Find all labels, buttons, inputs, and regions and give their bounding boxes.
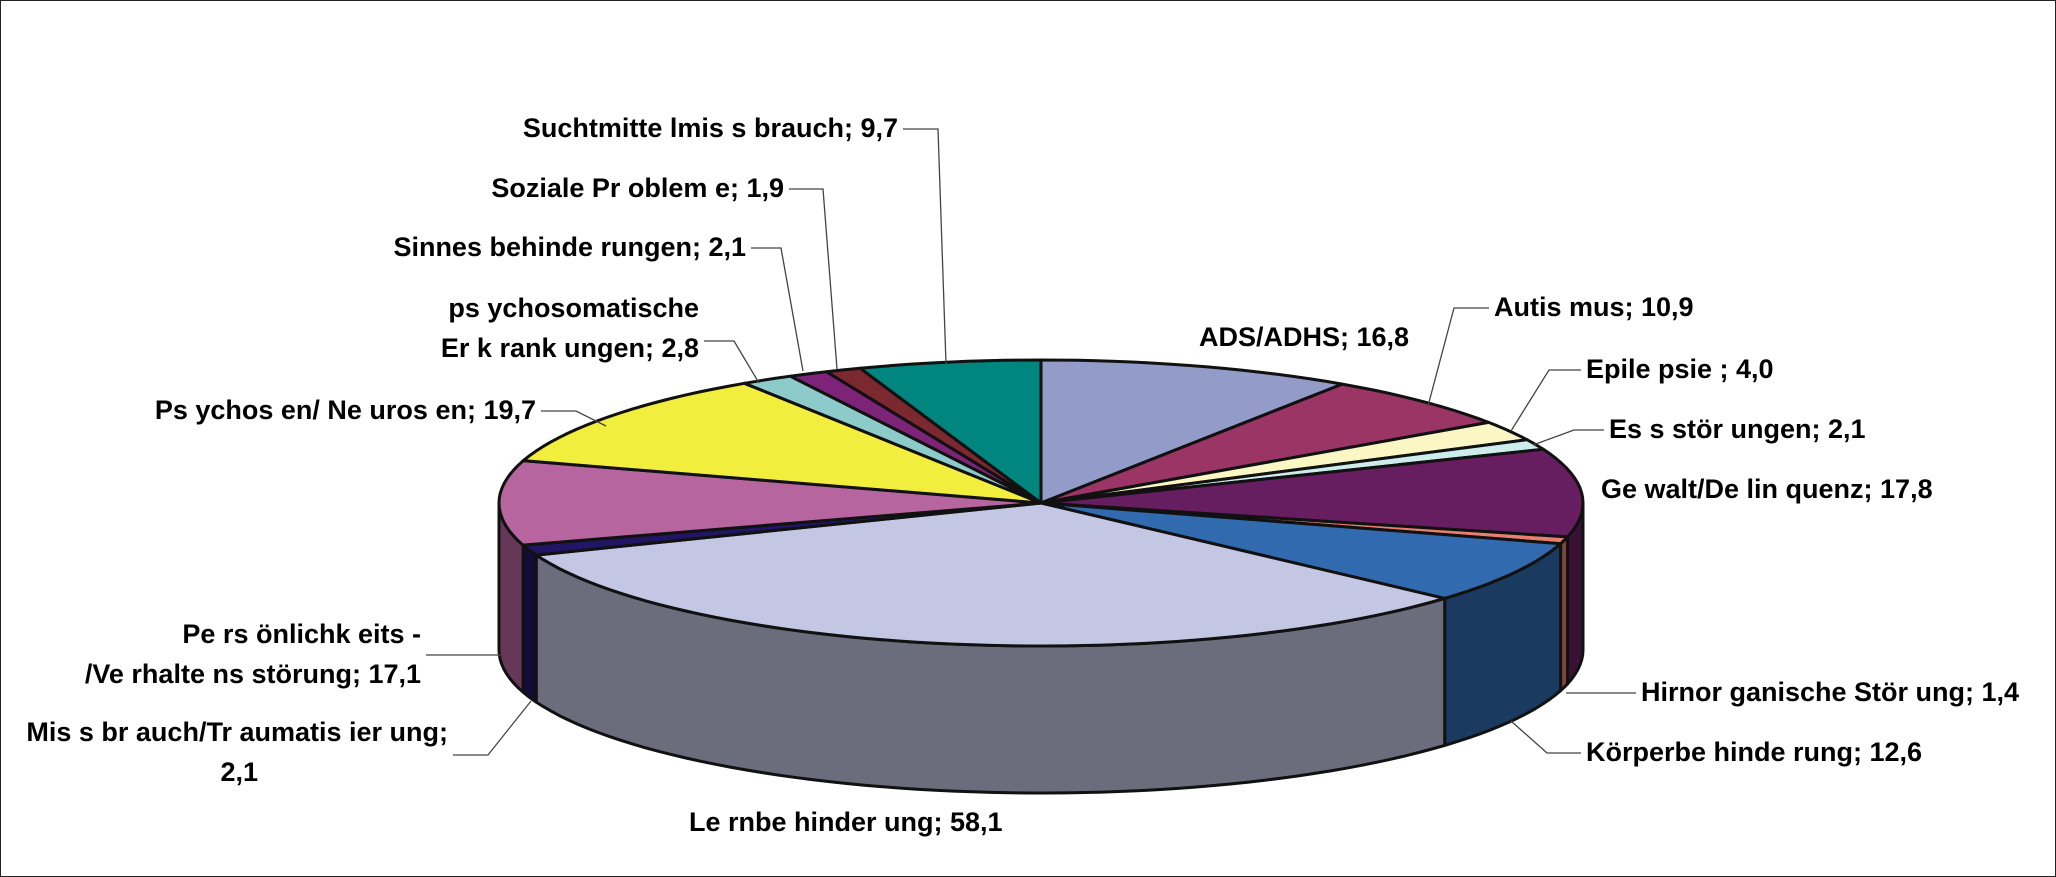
data-label-missbrauch-traumatisierung: Mis s br auch/Tr aumatis ier ung; 2,1 [26,717,448,787]
leader-line-psychosen-neurosen [541,410,607,427]
data-label-psychosen-neurosen: Ps ychos en/ Ne uros en; 19,7 [155,395,536,425]
data-label-epilepsie: Epile psie ; 4,0 [1586,354,1774,384]
leader-line-koerperbehinderung [1510,720,1581,754]
leader-line-essstoerungen [1532,429,1604,446]
leader-line-suchtmittelmissbrauch [903,128,947,365]
pie-tops [497,358,1585,648]
leader-line-psychosomatische-erkrankungen [704,340,760,384]
data-label-sinnesbehinderungen: Sinnes behinde rungen; 2,1 [393,232,746,262]
pie-sides [497,501,1585,795]
pie-slice-ads-adhs [1039,358,1344,505]
pie-side-missbrauch-traumatisierung [521,543,538,704]
data-label-autismus: Autis mus; 10,9 [1494,292,1694,322]
leader-line-soziale-probleme [789,188,838,370]
leader-line-missbrauch-traumatisierung [453,700,532,756]
slice-labels: ADS/ADHS; 16,8 Autis mus; 10,9 Epile psie … [26,113,2019,837]
data-label-koerperbehinderung: Körperbe hinde rung; 12,6 [1586,737,1922,767]
data-label-gewalt-delinquenz: Ge walt/De lin quenz; 17,8 [1601,474,1933,504]
data-label-ads-adhs: ADS/ADHS; 16,8 [1199,322,1409,352]
pie-slice-gewalt-delinquenz [1039,447,1585,539]
leader-line-sinnesbehinderungen [751,247,804,372]
leader-line-epilepsie [1510,369,1581,432]
data-label-hirnorganische-stoerung: Hirnor ganische Stör ung; 1,4 [1641,677,2019,707]
pie-slice-lernbehinderung [534,501,1447,648]
pie-slice-psychosen-neurosen [521,381,1043,505]
leader-line-autismus [1427,307,1489,407]
leader-lines [426,128,1636,756]
pie-slice-koerperbehinderung [1039,501,1563,600]
pie-slice-autismus [1039,382,1491,505]
pie-slice-suchtmittelmissbrauch [858,358,1043,505]
data-label-psychosomatische-erkrankungen: ps ychosomatische Er k rank ungen; 2,8 [441,293,699,363]
pie-slice-persoenlichkeits-verhaltensstoerung [497,459,1043,547]
data-label-lernbehinderung: Le rnbe hinder ung; 58,1 [689,807,1003,837]
data-label-essstoerungen: Es s stör ungen; 2,1 [1609,414,1866,444]
data-label-soziale-probleme: Soziale Pr oblem e; 1,9 [491,173,784,203]
data-label-persoenlichkeits-verhaltensstoerung: Pe rs önlichk eits -/Ve rhalte ns störun… [85,619,421,689]
data-label-suchtmittelmissbrauch: Suchtmitte lmis s brauch; 9,7 [523,113,898,143]
